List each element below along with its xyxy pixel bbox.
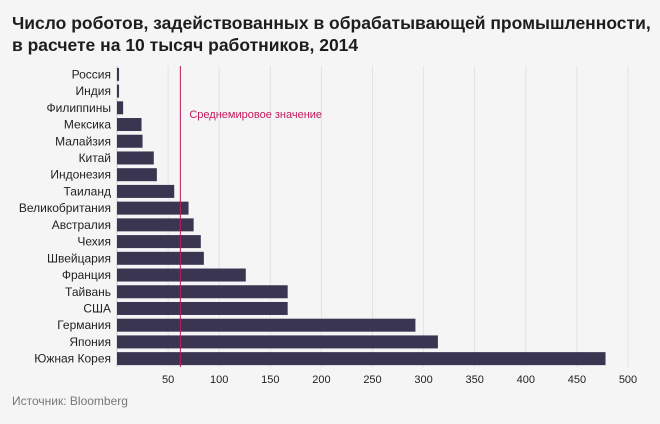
category-label: Франция xyxy=(62,268,111,282)
category-label: Южная Корея xyxy=(34,352,111,366)
x-tick-label: 350 xyxy=(466,374,484,386)
bar xyxy=(117,101,124,115)
bar xyxy=(117,285,288,299)
source-note: Источник: Bloomberg xyxy=(12,394,128,408)
bar xyxy=(117,318,416,332)
bar xyxy=(117,184,175,198)
reference-line-group: Среднемировое значение xyxy=(179,66,322,367)
x-tick-label: 150 xyxy=(261,374,279,386)
category-label: Мексика xyxy=(64,118,111,132)
category-label: Малайзия xyxy=(55,134,111,148)
bar xyxy=(117,67,120,81)
category-label: США xyxy=(83,301,111,315)
bar xyxy=(117,118,142,132)
bar xyxy=(117,151,154,165)
category-label: Индонезия xyxy=(50,168,111,182)
bar xyxy=(117,251,204,265)
category-label: Швейцария xyxy=(47,251,111,265)
bar xyxy=(117,301,288,315)
x-tick-label: 50 xyxy=(162,374,174,386)
grid-lines xyxy=(116,66,629,367)
bar xyxy=(117,84,120,98)
category-label: Таиланд xyxy=(64,184,111,198)
bar xyxy=(117,218,194,232)
category-label: Индия xyxy=(76,84,111,98)
category-label: Тайвань xyxy=(65,285,111,299)
category-label: Китай xyxy=(79,151,111,165)
category-label: Германия xyxy=(57,318,111,332)
category-label: Австралия xyxy=(52,218,111,232)
x-tick-label: 500 xyxy=(619,374,637,386)
category-label: Япония xyxy=(69,335,111,349)
bar xyxy=(117,268,246,282)
bar xyxy=(117,335,438,349)
reference-line-label: Среднемировое значение xyxy=(189,109,322,121)
bar xyxy=(117,352,606,366)
bar xyxy=(117,235,201,249)
x-tick-label: 450 xyxy=(568,374,586,386)
x-tick-label: 100 xyxy=(210,374,228,386)
x-tick-label: 250 xyxy=(363,374,381,386)
bar xyxy=(117,201,189,215)
x-axis-ticks: 50 100 150 200 250 300 350 400 450 500 xyxy=(162,374,637,386)
bar xyxy=(117,134,143,148)
x-tick-label: 200 xyxy=(312,374,330,386)
category-label: Великобритания xyxy=(19,201,111,215)
bar xyxy=(117,168,157,182)
category-label: Филиппины xyxy=(47,101,111,115)
x-tick-label: 300 xyxy=(414,374,432,386)
x-tick-label: 400 xyxy=(517,374,535,386)
chart-title: Число роботов, задействованных в обрабат… xyxy=(12,13,651,55)
category-label: Чехия xyxy=(77,235,111,249)
category-label: Россия xyxy=(72,67,111,81)
bars xyxy=(117,67,606,366)
category-labels: Россия Индия Филиппины Мексика Малайзия Китай… xyxy=(19,67,111,365)
